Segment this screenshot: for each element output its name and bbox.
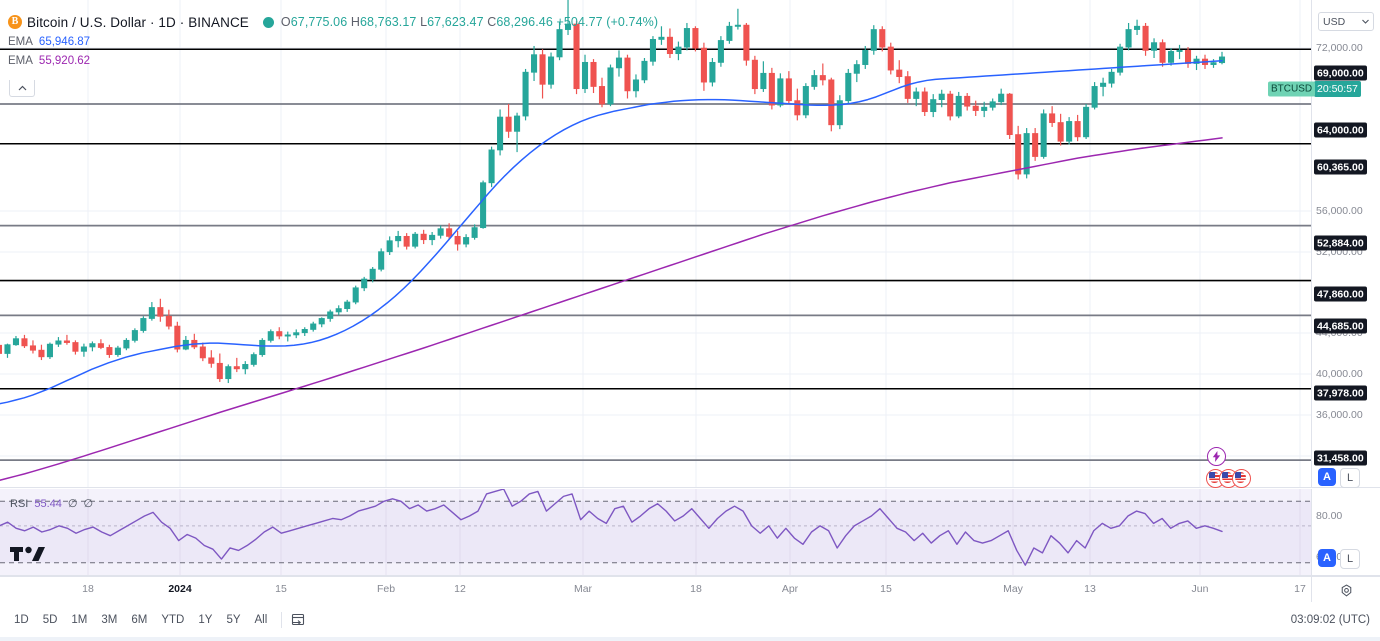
last-price-label[interactable]: 20:50:57 bbox=[1314, 81, 1361, 97]
utc-clock: 03:09:02 (UTC) bbox=[1290, 613, 1370, 626]
us-flag-event-icon[interactable] bbox=[1206, 469, 1251, 488]
timeframe-5y[interactable]: 5Y bbox=[226, 613, 241, 626]
timeframe-6m[interactable]: 6M bbox=[131, 613, 148, 626]
timeframe-buttons[interactable]: 1D 5D 1M 3M 6M YTD 1Y 5Y All bbox=[0, 611, 273, 629]
price-level-label[interactable]: 31,458.00 bbox=[1314, 450, 1367, 466]
price-level-label[interactable]: 60,365.00 bbox=[1314, 159, 1367, 175]
toolbar-divider bbox=[281, 611, 283, 628]
timeframe-1y[interactable]: 1Y bbox=[198, 613, 213, 626]
time-axis-label: 15 bbox=[275, 583, 287, 595]
rsi-pane-bottom-divider bbox=[0, 575, 1380, 576]
price-tick: 56,000.00 bbox=[1316, 205, 1363, 217]
price-axis-alert-controls[interactable]: A L bbox=[1318, 468, 1360, 488]
timeframe-all[interactable]: All bbox=[254, 613, 268, 626]
price-chart-canvas[interactable] bbox=[0, 0, 1312, 487]
lightning-bolt-icon[interactable] bbox=[1207, 447, 1226, 466]
time-axis-label: May bbox=[1003, 583, 1023, 595]
timeframe-ytd[interactable]: YTD bbox=[161, 613, 185, 626]
gear-hex-icon bbox=[1341, 584, 1351, 597]
timeframe-3m[interactable]: 3M bbox=[101, 613, 118, 626]
time-axis-label: 2024 bbox=[168, 583, 192, 595]
rsi-tick: 80.00 bbox=[1316, 510, 1343, 522]
time-axis[interactable]: 18 2024 15 Feb 12 Mar 18 Apr 15 May 13 Jun 17 bbox=[0, 576, 1380, 604]
price-level-label[interactable]: 64,000.00 bbox=[1314, 122, 1367, 138]
symbol-price-badge[interactable]: BTCUSD bbox=[1268, 81, 1316, 97]
bottom-toolbar[interactable]: 1D 5D 1M 3M 6M YTD 1Y 5Y All 03:09:02 (UTC) bbox=[0, 602, 1380, 637]
timeframe-5d[interactable]: 5D bbox=[42, 613, 58, 626]
rsi-log-scale-button[interactable]: L bbox=[1340, 549, 1360, 569]
chart-settings-button[interactable] bbox=[1311, 577, 1380, 603]
currency-label: USD bbox=[1323, 15, 1346, 28]
currency-selector[interactable]: USD bbox=[1318, 12, 1374, 31]
time-axis-label: 18 bbox=[690, 583, 702, 595]
price-level-label[interactable]: 37,978.00 bbox=[1314, 385, 1367, 401]
time-axis-label: 18 bbox=[82, 583, 94, 595]
price-level-label[interactable]: 69,000.00 bbox=[1314, 65, 1367, 81]
time-axis-label: 15 bbox=[880, 583, 892, 595]
time-axis-label: Feb bbox=[376, 583, 396, 595]
chevron-down-icon bbox=[1362, 19, 1369, 24]
time-axis-label: 13 bbox=[1084, 583, 1096, 595]
rsi-auto-scale-button[interactable]: A bbox=[1318, 549, 1336, 567]
price-axis[interactable]: USD 72,000.00 56,000.00 52,000.00 40,000.00… bbox=[1311, 0, 1380, 488]
rsi-axis-alert-controls[interactable]: A L bbox=[1318, 549, 1360, 569]
timeframe-1m[interactable]: 1M bbox=[71, 613, 88, 626]
auto-scale-button[interactable]: A bbox=[1318, 468, 1336, 486]
price-level-label[interactable]: 52,884.00 bbox=[1314, 235, 1367, 251]
bottom-edge-strip bbox=[0, 637, 1380, 641]
chevron-up-icon[interactable] bbox=[9, 80, 35, 97]
timeframe-1d[interactable]: 1D bbox=[14, 613, 29, 626]
tradingview-logo bbox=[10, 543, 46, 570]
time-axis-label: 12 bbox=[454, 583, 466, 595]
time-axis-label: Apr bbox=[781, 583, 799, 595]
time-axis-label: Jun bbox=[1191, 583, 1209, 595]
price-level-label[interactable]: 44,685.00 bbox=[1314, 318, 1367, 334]
rsi-chart-canvas[interactable] bbox=[0, 489, 1312, 575]
log-scale-button[interactable]: L bbox=[1340, 468, 1360, 488]
pane-divider bbox=[0, 487, 1380, 488]
price-level-label[interactable]: 47,860.00 bbox=[1314, 286, 1367, 302]
time-axis-label: Mar bbox=[573, 583, 593, 595]
price-tick: 72,000.00 bbox=[1316, 42, 1363, 54]
price-tick: 40,000.00 bbox=[1316, 368, 1363, 380]
rsi-pane[interactable] bbox=[0, 489, 1312, 575]
price-tick: 36,000.00 bbox=[1316, 409, 1363, 421]
price-pane[interactable] bbox=[0, 0, 1312, 487]
time-axis-label: 17 bbox=[1294, 583, 1306, 595]
calendar-range-icon[interactable] bbox=[290, 612, 306, 628]
